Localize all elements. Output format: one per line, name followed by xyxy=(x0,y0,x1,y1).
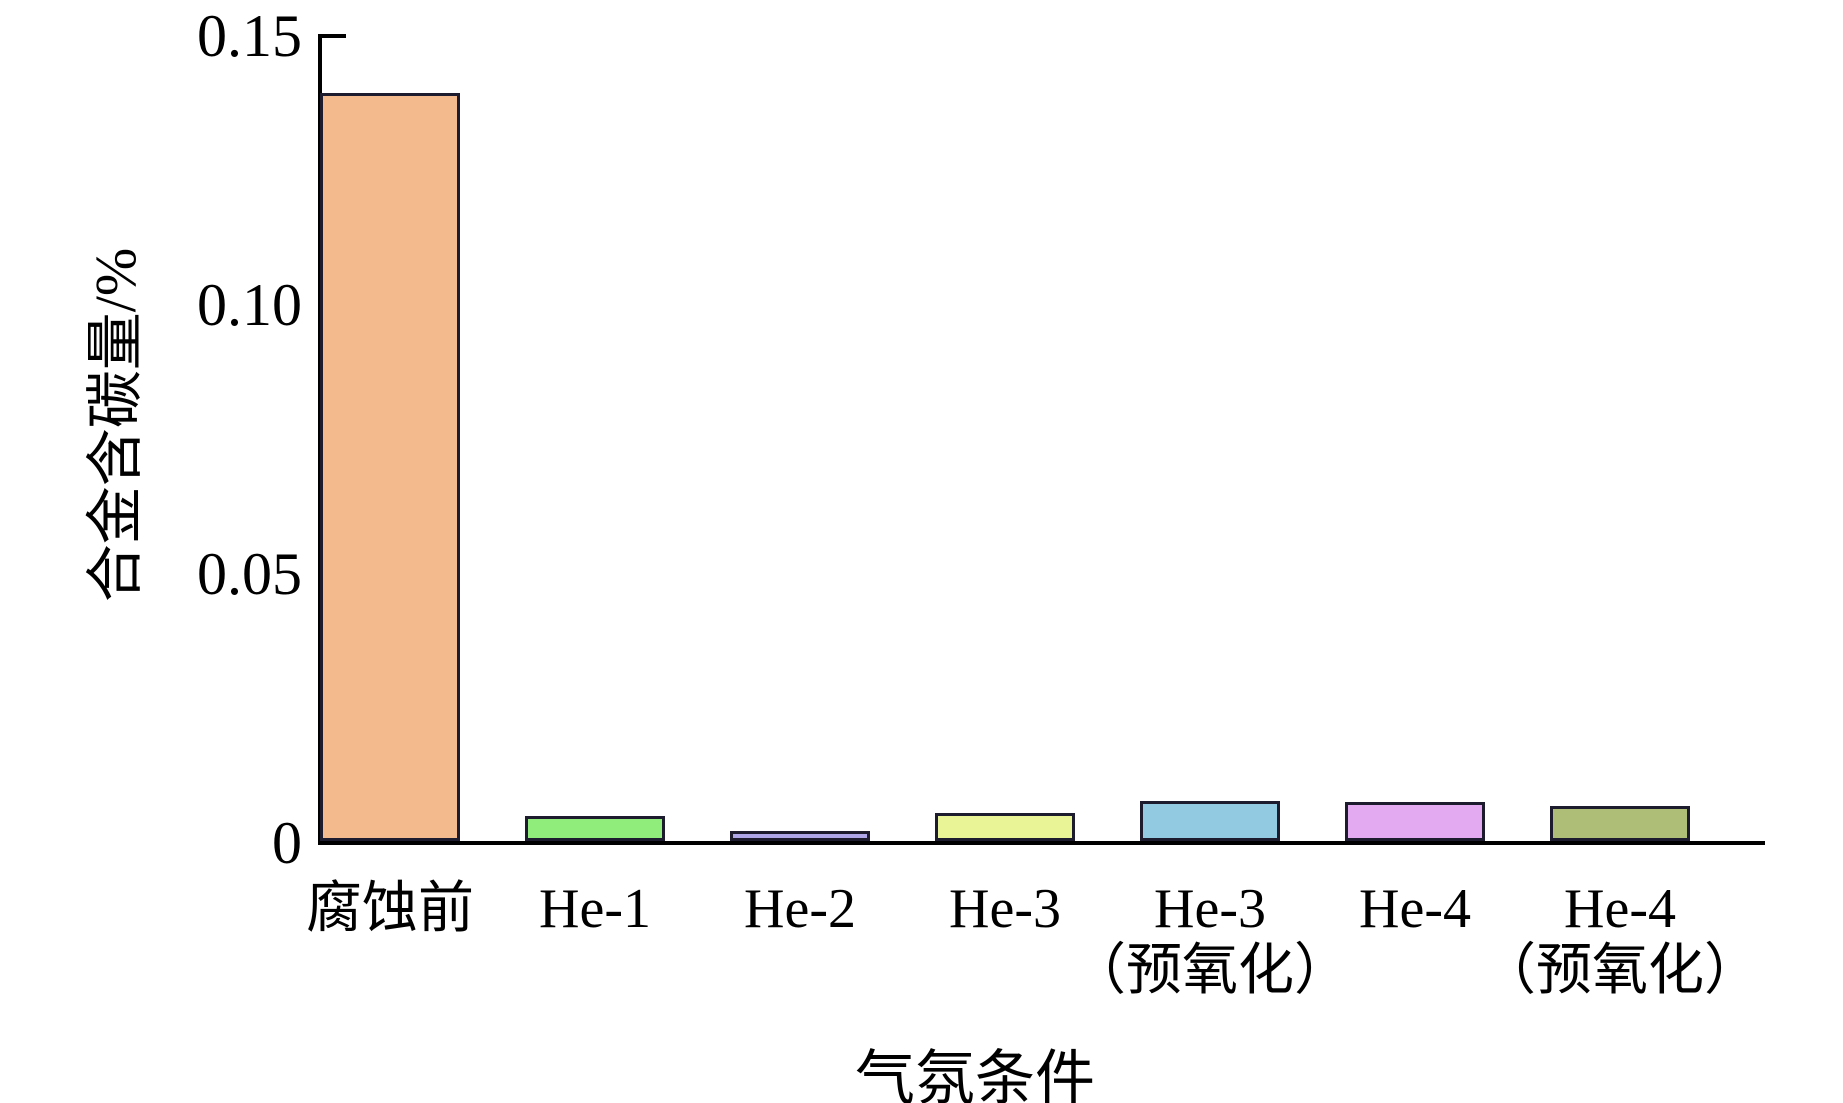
x-category-label-line: He-1 xyxy=(539,878,651,940)
bar-He-4（预氧化） xyxy=(1550,806,1690,841)
x-axis-title: 气氛条件 xyxy=(855,1046,1095,1103)
x-category-label-line: （预氧化） xyxy=(1480,940,1760,1002)
x-category-label-He-3: He-3 xyxy=(949,878,1061,940)
bar-He-1 xyxy=(525,816,665,841)
x-category-label-He-4（预氧化）: He-4 （预氧化） xyxy=(1480,878,1760,1002)
x-category-label-He-2: He-2 xyxy=(744,878,856,940)
x-category-label-line: He-3 xyxy=(949,878,1061,940)
bar-He-3（预氧化） xyxy=(1140,801,1280,841)
bar-He-2 xyxy=(730,831,870,841)
bar-腐蚀前 xyxy=(320,93,460,841)
y-tick-label: 0.15 xyxy=(197,3,302,69)
bar-He-3 xyxy=(935,813,1075,841)
x-category-label-line: 腐蚀前 xyxy=(306,878,474,940)
y-tick-mark xyxy=(320,34,346,38)
x-category-label-line: He-4 xyxy=(1564,878,1676,940)
x-category-label-line: He-2 xyxy=(744,878,856,940)
x-category-label-He-3（预氧化）: He-3 （预氧化） xyxy=(1070,878,1350,1002)
x-category-label-He-4: He-4 xyxy=(1359,878,1471,940)
x-category-label-line: （预氧化） xyxy=(1070,940,1350,1002)
x-category-label-line: He-4 xyxy=(1359,878,1471,940)
x-category-label-line: He-3 xyxy=(1154,878,1266,940)
x-category-label-腐蚀前: 腐蚀前 xyxy=(306,878,474,940)
y-tick-label: 0 xyxy=(272,810,302,876)
y-tick-label: 0.05 xyxy=(197,541,302,607)
y-tick-label: 0.10 xyxy=(197,272,302,338)
x-axis-line xyxy=(318,841,1765,845)
x-category-label-He-1: He-1 xyxy=(539,878,651,940)
bar-He-4 xyxy=(1345,802,1485,841)
